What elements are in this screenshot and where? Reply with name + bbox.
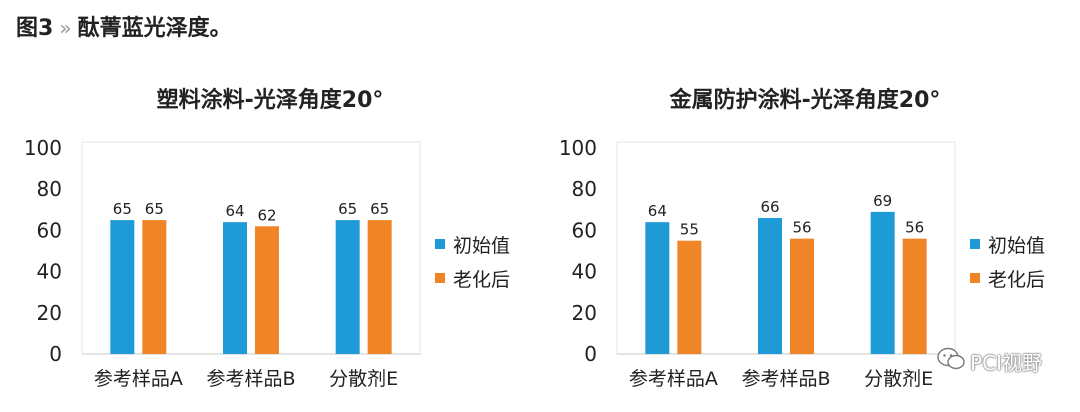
data-label-aged: 56	[792, 219, 811, 237]
bar-aged	[677, 240, 702, 354]
bar-initial	[758, 218, 782, 354]
y-tick-label: 0	[584, 342, 597, 366]
y-tick-label: 20	[572, 301, 597, 325]
legend-label-aged: 老化后	[453, 268, 511, 291]
figure-caption: 酞菁蓝光泽度。	[77, 16, 232, 41]
legend-swatch-aged	[435, 273, 445, 283]
bar-aged	[902, 238, 927, 354]
chart-legend: 初始值 老化后	[435, 227, 510, 295]
x-category-label: 参考样品B	[206, 368, 295, 390]
figure-number: 图3	[16, 16, 54, 41]
y-tick-label: 80	[572, 177, 597, 201]
data-label-initial: 65	[113, 200, 132, 218]
legend-label-aged: 老化后	[988, 268, 1046, 291]
bar-initial	[335, 220, 360, 354]
data-label-initial: 66	[760, 198, 779, 216]
y-tick-label: 100	[24, 136, 62, 160]
data-label-initial: 64	[225, 202, 244, 220]
chart-plot: 0 20 40 60 80 100 64 55 参考样品A 66 56 参考样品B 69 56 分散剂E	[559, 136, 956, 390]
wechat-icon	[936, 346, 966, 377]
y-tick-label: 40	[37, 260, 62, 284]
data-label-initial: 69	[873, 192, 892, 210]
chart-title: 金属防护涂料-光泽角度20°	[669, 88, 941, 113]
chart-metal-coating: 金属防护涂料-光泽角度20° 0 20 40 60 80 100 64 55 参考样品A 66 56…	[545, 70, 1065, 410]
data-label-aged: 56	[905, 219, 924, 237]
y-tick-label: 0	[49, 342, 62, 366]
x-category-label: 分散剂E	[329, 368, 398, 390]
bar-initial	[870, 211, 895, 354]
chart-title: 塑料涂料-光泽角度20°	[156, 88, 384, 113]
bar-aged	[142, 220, 167, 354]
bar-aged	[367, 220, 392, 354]
y-tick-label: 20	[37, 301, 62, 325]
chart-legend: 初始值 老化后	[970, 227, 1045, 295]
legend-item-initial: 初始值	[970, 227, 1045, 261]
chart-plot: 0 20 40 60 80 100 65 65 参考样品A 64 62 参考样品B 65 65 分散剂E	[24, 136, 421, 390]
y-tick-label: 80	[37, 177, 62, 201]
data-label-initial: 64	[648, 202, 667, 220]
legend-label-initial: 初始值	[988, 234, 1046, 257]
data-label-aged: 65	[145, 200, 164, 218]
legend-label-initial: 初始值	[453, 234, 511, 257]
data-label-initial: 65	[338, 200, 357, 218]
bar-initial	[110, 220, 135, 354]
watermark-text: PCI视野	[970, 351, 1042, 375]
legend-item-initial: 初始值	[435, 227, 510, 261]
legend-swatch-initial	[970, 239, 980, 249]
chart-plastic-coating: 塑料涂料-光泽角度20° 0 20 40 60 80 100 65 65 参考样品A 64 62 参考…	[10, 70, 530, 410]
bar-aged	[790, 238, 814, 354]
legend-swatch-initial	[435, 239, 445, 249]
data-label-aged: 65	[370, 200, 389, 218]
figure-title: 图3» 酞菁蓝光泽度。	[16, 10, 232, 42]
data-label-aged: 55	[680, 221, 699, 239]
bar-aged	[255, 226, 279, 354]
y-tick-label: 100	[559, 136, 597, 160]
y-tick-label: 40	[572, 260, 597, 284]
y-tick-label: 60	[572, 218, 597, 242]
data-label-aged: 62	[257, 206, 276, 224]
bar-initial	[223, 222, 247, 354]
double-chevron-icon: »	[59, 16, 72, 40]
bar-initial	[645, 222, 670, 354]
legend-item-aged: 老化后	[435, 261, 510, 295]
legend-item-aged: 老化后	[970, 261, 1045, 295]
x-category-label: 参考样品B	[741, 368, 830, 390]
watermark: PCI视野	[936, 346, 1042, 377]
x-category-label: 参考样品A	[629, 368, 718, 390]
legend-swatch-aged	[970, 273, 980, 283]
x-category-label: 分散剂E	[864, 368, 933, 390]
y-tick-label: 60	[37, 218, 62, 242]
x-category-label: 参考样品A	[94, 368, 183, 390]
